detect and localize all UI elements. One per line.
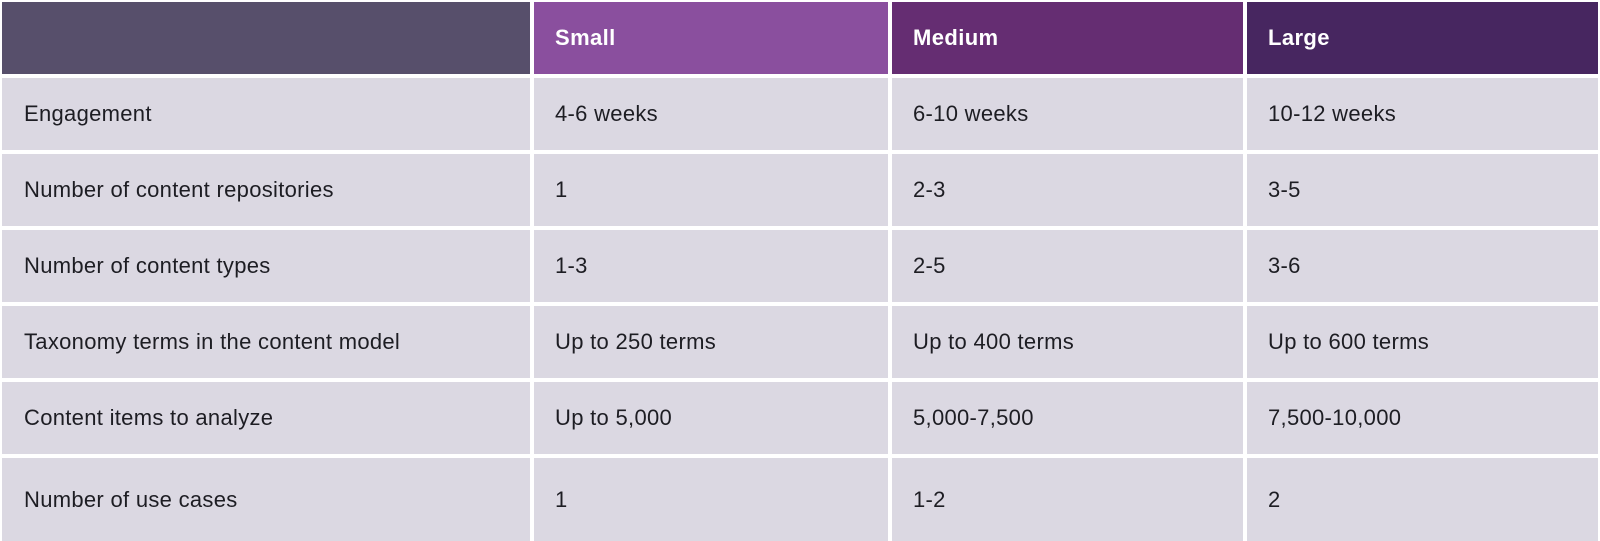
cell-content-items-small: Up to 5,000 [534, 382, 888, 454]
table-header-medium: Medium [892, 2, 1243, 74]
cell-content-types-medium: 2-5 [892, 230, 1243, 302]
cell-taxonomy-medium: Up to 400 terms [892, 306, 1243, 378]
table-header-corner-cell [2, 2, 530, 74]
cell-content-types-small: 1-3 [534, 230, 888, 302]
row-label-content-items: Content items to analyze [2, 382, 530, 454]
row-label-content-repositories: Number of content repositories [2, 154, 530, 226]
table-header-small: Small [534, 2, 888, 74]
cell-repositories-medium: 2-3 [892, 154, 1243, 226]
row-label-content-types: Number of content types [2, 230, 530, 302]
cell-content-items-medium: 5,000-7,500 [892, 382, 1243, 454]
cell-use-cases-small: 1 [534, 458, 888, 541]
row-label-taxonomy-terms: Taxonomy terms in the content model [2, 306, 530, 378]
cell-taxonomy-small: Up to 250 terms [534, 306, 888, 378]
row-label-use-cases: Number of use cases [2, 458, 530, 541]
table-header-large: Large [1247, 2, 1598, 74]
cell-content-items-large: 7,500-10,000 [1247, 382, 1598, 454]
cell-engagement-medium: 6-10 weeks [892, 78, 1243, 150]
row-label-engagement: Engagement [2, 78, 530, 150]
cell-engagement-small: 4-6 weeks [534, 78, 888, 150]
cell-repositories-large: 3-5 [1247, 154, 1598, 226]
cell-use-cases-medium: 1-2 [892, 458, 1243, 541]
cell-use-cases-large: 2 [1247, 458, 1598, 541]
cell-repositories-small: 1 [534, 154, 888, 226]
cell-taxonomy-large: Up to 600 terms [1247, 306, 1598, 378]
cell-engagement-large: 10-12 weeks [1247, 78, 1598, 150]
cell-content-types-large: 3-6 [1247, 230, 1598, 302]
